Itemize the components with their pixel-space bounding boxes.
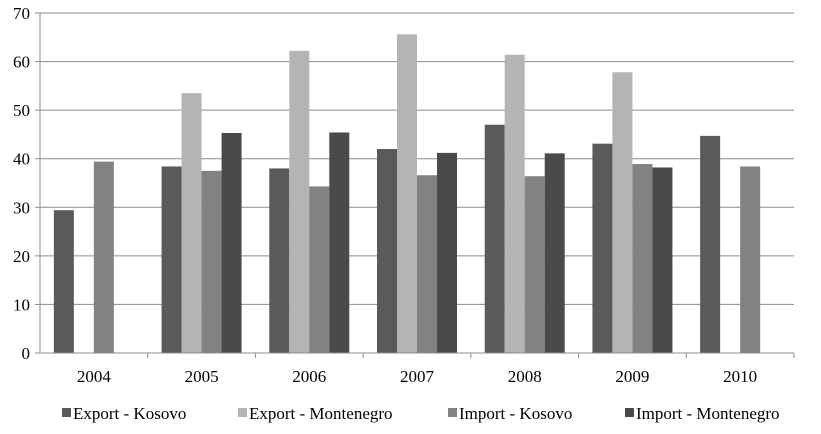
bar-import-kosovo-2008 bbox=[524, 176, 545, 353]
bar-export-montenegro-2008 bbox=[504, 54, 525, 354]
bar-export-kosovo-2004 bbox=[53, 210, 74, 353]
bar-import-montenegro-2008 bbox=[544, 153, 565, 353]
legend-swatch bbox=[448, 408, 457, 417]
bar-export-montenegro-2006 bbox=[289, 50, 310, 354]
x-tick-label: 2005 bbox=[185, 367, 219, 386]
x-tick-labels: 2004 2005 2006 2007 2008 2009 2010 bbox=[77, 367, 757, 386]
legend-label: Import - Kosovo bbox=[459, 404, 572, 423]
legend-swatch bbox=[62, 408, 71, 417]
x-tick-label: 2007 bbox=[400, 367, 435, 386]
x-tick-label: 2006 bbox=[292, 367, 326, 386]
bar-export-kosovo-2007 bbox=[377, 149, 397, 353]
y-tick-label: 70 bbox=[13, 4, 30, 23]
bar-import-montenegro-2009 bbox=[652, 167, 673, 353]
legend-swatch bbox=[625, 408, 634, 417]
bar-import-kosovo-2004 bbox=[93, 161, 114, 353]
bar-import-kosovo-2009 bbox=[632, 164, 653, 353]
bar-export-kosovo-2010 bbox=[700, 135, 721, 353]
bar-export-montenegro-2009 bbox=[612, 72, 633, 353]
bars bbox=[53, 34, 761, 354]
bar-import-montenegro-2007 bbox=[437, 152, 457, 353]
y-tick-label: 60 bbox=[13, 53, 30, 72]
bar-import-kosovo-2010 bbox=[740, 166, 761, 353]
bar-import-kosovo-2005 bbox=[201, 170, 222, 353]
y-tick-labels: 0 10 20 30 40 50 60 70 bbox=[13, 4, 30, 363]
bar-export-montenegro-2005 bbox=[181, 93, 202, 354]
y-tick-label: 40 bbox=[13, 150, 30, 169]
axes bbox=[35, 12, 795, 358]
x-tick-label: 2009 bbox=[615, 367, 649, 386]
y-tick-label: 20 bbox=[13, 247, 30, 266]
x-tick-label: 2010 bbox=[723, 367, 757, 386]
legend-label: Export - Kosovo bbox=[73, 404, 186, 423]
x-tick-label: 2004 bbox=[77, 367, 112, 386]
y-tick-label: 50 bbox=[13, 101, 30, 120]
bar-import-kosovo-2007 bbox=[417, 175, 437, 353]
bar-import-kosovo-2006 bbox=[309, 186, 330, 353]
legend: Export - Kosovo Export - Montenegro Import… bbox=[62, 404, 780, 423]
bar-export-kosovo-2006 bbox=[269, 168, 290, 353]
bar-import-montenegro-2006 bbox=[329, 132, 350, 353]
bar-import-montenegro-2005 bbox=[221, 132, 242, 353]
bar-export-kosovo-2009 bbox=[592, 143, 613, 353]
legend-label: Export - Montenegro bbox=[249, 404, 393, 423]
bar-export-montenegro-2007 bbox=[397, 34, 417, 353]
bar-export-kosovo-2008 bbox=[484, 124, 505, 353]
y-tick-label: 30 bbox=[13, 198, 30, 217]
bar-export-kosovo-2005 bbox=[161, 166, 182, 353]
legend-swatch bbox=[238, 408, 247, 417]
x-tick-label: 2008 bbox=[508, 367, 542, 386]
legend-label: Import - Montenegro bbox=[636, 404, 780, 423]
y-tick-label: 10 bbox=[13, 295, 30, 314]
y-tick-label: 0 bbox=[22, 344, 31, 363]
